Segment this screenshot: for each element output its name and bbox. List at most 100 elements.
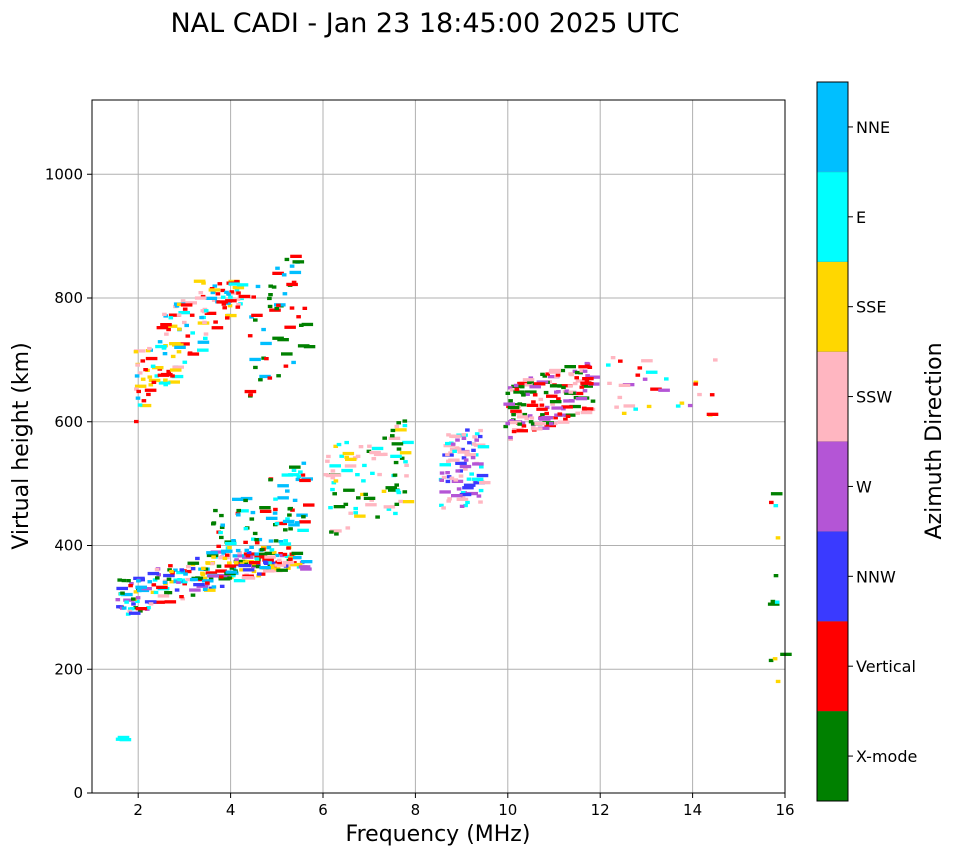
data-point (297, 528, 309, 532)
data-point (259, 548, 265, 552)
data-point (472, 435, 477, 439)
data-point (140, 377, 146, 381)
colorbar-label-nne: NNE (856, 118, 890, 137)
data-point (466, 491, 478, 496)
data-point (228, 282, 240, 286)
data-point (453, 478, 459, 482)
data-point (240, 496, 253, 501)
data-point (219, 513, 224, 518)
y-tick-label: 0 (73, 784, 83, 802)
data-point (520, 421, 526, 425)
data-point (246, 551, 252, 555)
data-point (450, 442, 456, 446)
data-point (180, 570, 186, 574)
data-point (580, 381, 592, 385)
data-point (459, 492, 472, 497)
data-point (117, 735, 130, 740)
data-point (549, 384, 562, 388)
data-point (206, 551, 218, 555)
data-point (253, 318, 258, 322)
data-point (209, 562, 215, 566)
data-point (238, 563, 250, 568)
data-point (329, 530, 334, 534)
data-point (210, 290, 216, 295)
data-point (234, 279, 239, 284)
data-point (292, 561, 297, 565)
data-point (465, 428, 470, 432)
data-point (394, 502, 400, 506)
data-point (354, 514, 366, 518)
data-point (439, 478, 444, 482)
data-point (271, 550, 277, 555)
data-point (282, 552, 288, 557)
data-point (331, 481, 337, 485)
data-point (329, 473, 342, 477)
data-point (236, 291, 241, 295)
data-point (187, 351, 193, 355)
data-point (151, 366, 164, 370)
data-point (148, 602, 154, 606)
x-tick-label: 14 (683, 801, 702, 819)
data-point (775, 679, 781, 684)
data-point (141, 399, 147, 403)
y-tick-label: 800 (54, 289, 83, 307)
data-point (565, 414, 571, 418)
data-point (169, 580, 175, 584)
data-point (197, 576, 203, 580)
data-point (529, 385, 541, 389)
data-point (273, 539, 279, 543)
data-point (254, 552, 259, 556)
data-point (519, 385, 525, 389)
data-point (330, 469, 336, 473)
data-point (478, 488, 484, 493)
data-point (572, 381, 578, 386)
data-point (129, 607, 135, 611)
data-point (154, 374, 160, 378)
data-point (610, 356, 616, 360)
data-point (582, 369, 588, 373)
data-point (177, 578, 182, 582)
data-point (471, 477, 484, 481)
data-point (329, 464, 341, 468)
data-point (524, 383, 537, 387)
data-point (217, 282, 223, 286)
data-point (182, 320, 187, 325)
colorbar-label-nnw: NNW (856, 567, 896, 586)
data-point (383, 505, 396, 509)
data-point (182, 307, 188, 311)
data-point (474, 438, 479, 442)
data-point (182, 582, 187, 586)
data-point (536, 380, 549, 384)
data-point (511, 413, 516, 417)
data-point (249, 517, 255, 521)
data-point (371, 446, 384, 451)
x-tick-label: 16 (775, 801, 794, 819)
colorbar-segment (817, 711, 848, 801)
data-point (182, 360, 188, 364)
data-point (269, 564, 275, 568)
data-point (231, 539, 236, 543)
data-point (614, 405, 619, 409)
data-point (135, 607, 148, 611)
data-point (212, 284, 218, 288)
data-point (618, 359, 623, 363)
data-point (448, 451, 453, 455)
data-point (445, 441, 450, 446)
colorbar-segment (817, 171, 848, 262)
data-point (164, 590, 169, 595)
data-point (549, 400, 562, 404)
data-point (116, 586, 128, 591)
data-point (170, 354, 176, 359)
data-point (333, 479, 339, 483)
data-point (516, 415, 529, 419)
data-point (362, 463, 367, 468)
data-point (163, 378, 168, 382)
data-point (218, 574, 230, 578)
data-point (289, 270, 302, 275)
data-point (514, 387, 520, 391)
data-point (563, 399, 575, 403)
data-point (330, 476, 336, 480)
data-point (211, 521, 217, 525)
data-point (237, 554, 242, 558)
data-point (203, 336, 208, 340)
